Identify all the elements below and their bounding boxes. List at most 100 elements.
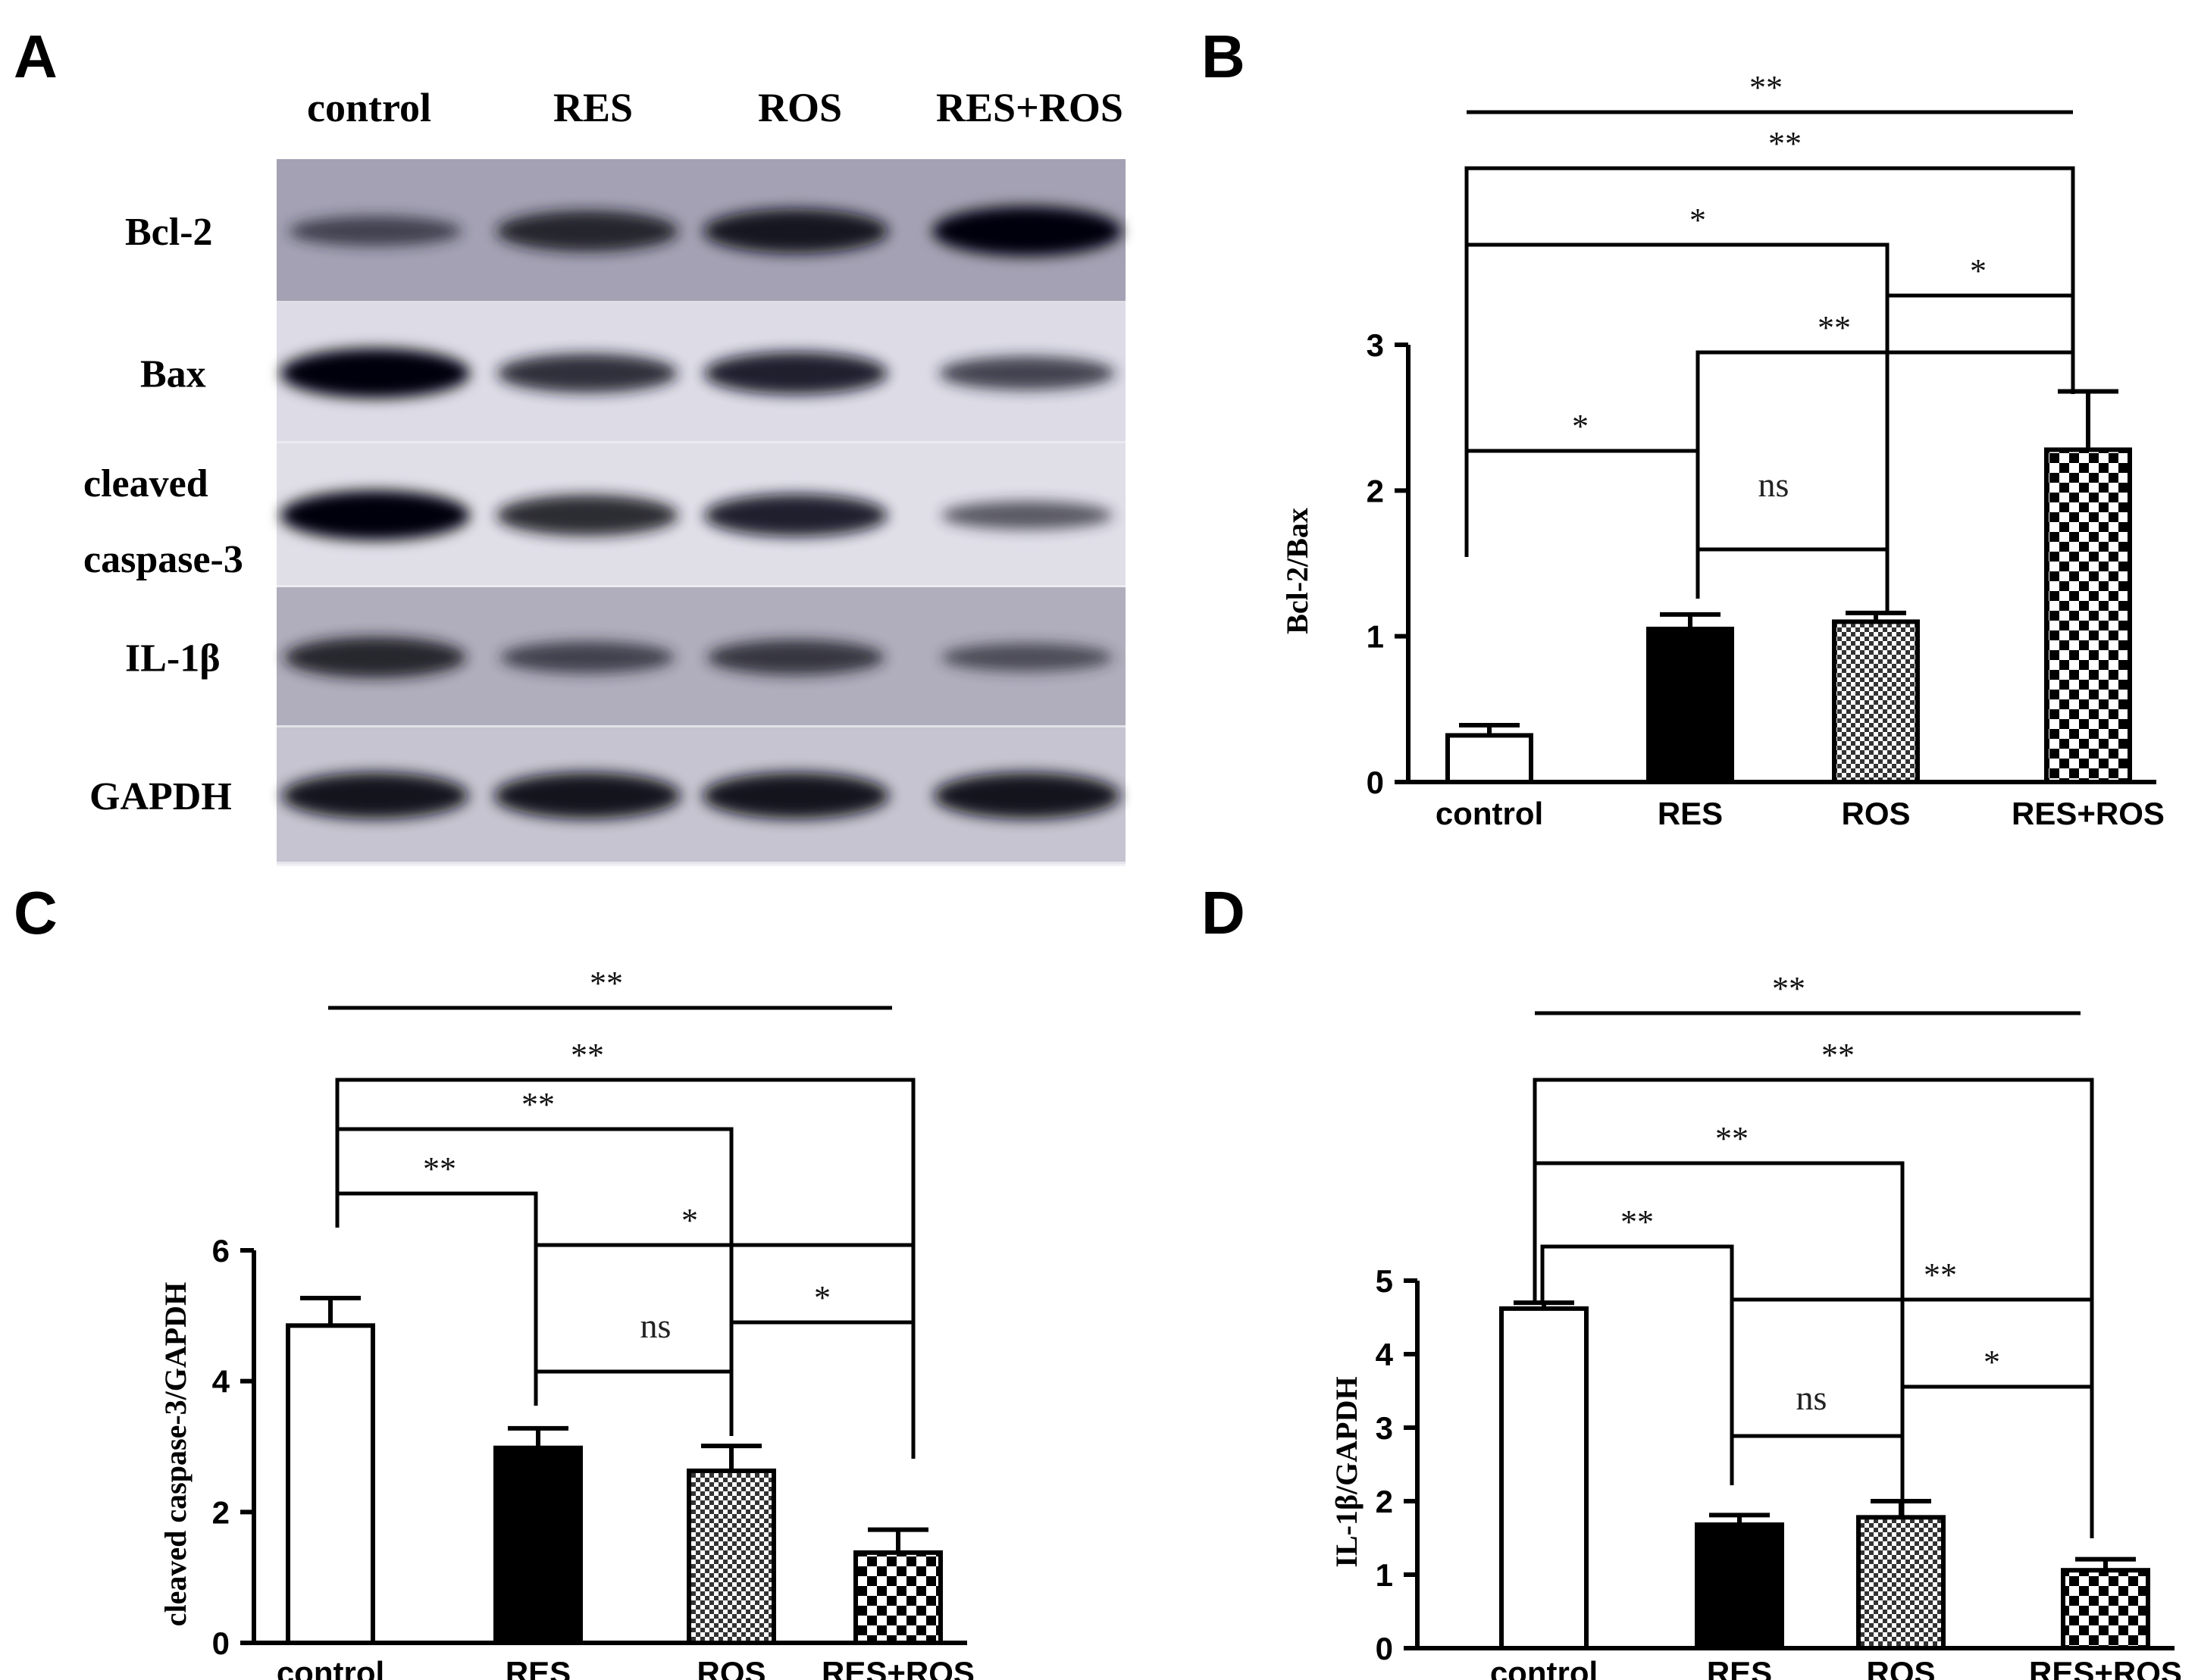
bar-res-ros [853, 1550, 943, 1646]
significance-star-label: ** [423, 1150, 456, 1187]
blot-row-label: GAPDH [89, 775, 232, 818]
x-category-label: RES [1658, 796, 1723, 831]
blot-lane-res: RES [553, 85, 633, 130]
y-axis-label: cleaved caspase-3/GAPDH [158, 1282, 193, 1626]
significance-bracket [1464, 449, 1700, 599]
y-tick-label: 4 [212, 1364, 230, 1400]
significance-bracket [729, 1320, 916, 1459]
blot-band [496, 211, 678, 252]
blot-band [289, 216, 462, 246]
y-tick-label: 2 [1376, 1484, 1393, 1519]
panel-label-c: C [14, 879, 58, 946]
significance-bracket [1533, 1078, 2094, 1538]
significance-star-label: * [814, 1279, 831, 1316]
blot-band [284, 637, 466, 678]
significance-star-label: ** [1620, 1203, 1654, 1240]
bar-ros [687, 1468, 776, 1646]
blot-band [939, 356, 1115, 390]
significance-star-label: ** [1818, 309, 1851, 346]
blot-band [704, 352, 888, 395]
blot-row-label: Bax [140, 353, 206, 396]
significance-bracket [1730, 1434, 1905, 1516]
blot-band [707, 640, 885, 675]
bar-ros [1856, 1515, 1946, 1650]
bar-res [1695, 1522, 1784, 1651]
significance-star-label: ** [1768, 125, 1802, 162]
x-category-label: RES+ROS [2029, 1655, 2182, 1680]
significance-bracket [1885, 293, 2075, 614]
y-tick-label: 1 [1376, 1557, 1393, 1593]
significance-star-label: ** [590, 965, 623, 1002]
blot-lane-ros: ROS [758, 85, 842, 130]
x-category-label: control [277, 1655, 384, 1680]
x-category-label: RES [506, 1655, 571, 1680]
significance-star-label: * [1689, 202, 1706, 239]
y-tick-label: 0 [212, 1625, 230, 1661]
blot-band [703, 208, 888, 254]
significance-star-label: ** [571, 1037, 604, 1074]
blot-band [496, 495, 678, 536]
bar-control [286, 1323, 375, 1645]
significance-star-label: * [681, 1202, 698, 1239]
bar-chart-cleaved-caspase3: 0 2 4 6 cleaved caspase-3/GAPDH control RES ROS… [158, 965, 975, 1680]
blot-band [941, 643, 1113, 672]
bar-control [1445, 733, 1533, 784]
blot-row-label: cleaved [83, 462, 208, 505]
y-axis-label: Bcl-2/Bax [1280, 508, 1314, 634]
significance-bracket [1464, 242, 1890, 614]
blot-lane-res-ros: RES+ROS [936, 85, 1123, 130]
blot-band [497, 353, 678, 393]
significance-star-label: ** [1772, 970, 1805, 1007]
blot-band [280, 348, 470, 399]
blot-strip-divider [277, 862, 1126, 866]
x-category-label: ROS [1841, 796, 1910, 831]
bar-res [1646, 627, 1734, 784]
significance-bracket [534, 1369, 734, 1436]
blot-row-label: Bcl-2 [125, 211, 213, 254]
significance-ns-label: ns [1758, 465, 1789, 504]
y-tick-label: 3 [1376, 1410, 1393, 1446]
panel-label-a: A [14, 23, 58, 90]
blot-band [704, 493, 888, 537]
panel-label-d: D [1201, 879, 1245, 946]
significance-star-label: * [1572, 408, 1589, 445]
significance-ns-label: ns [1796, 1378, 1827, 1417]
y-tick-label: 2 [1367, 473, 1384, 508]
x-category-label: ROS [697, 1655, 766, 1680]
significance-bracket [1533, 1161, 1905, 1516]
y-tick-label: 0 [1367, 765, 1384, 800]
y-tick-label: 2 [212, 1494, 230, 1530]
blot-lane-control: control [307, 85, 431, 130]
y-tick-label: 1 [1367, 619, 1384, 655]
y-tick-label: 5 [1376, 1263, 1393, 1299]
significance-bracket [335, 1078, 916, 1459]
significance-star-label: ** [1715, 1120, 1749, 1157]
significance-star-label: ** [1749, 69, 1783, 106]
panel-label-b: B [1201, 23, 1245, 90]
blot-band [280, 490, 470, 540]
bar-res-ros [2061, 1568, 2150, 1650]
western-blot: control RES ROS RES+ROS Bcl-2 Bax cleaved caspa… [83, 85, 1126, 866]
significance-ns-label: ns [640, 1306, 672, 1345]
significance-star-label: ** [1821, 1037, 1855, 1074]
blot-row-label: caspase-3 [83, 538, 243, 581]
significance-star-label: * [1970, 252, 1987, 289]
significance-star-label: ** [521, 1086, 555, 1123]
y-axis-label: IL-1β/GAPDH [1329, 1376, 1364, 1567]
x-category-label: ROS [1866, 1655, 1935, 1680]
blot-band [494, 772, 681, 819]
x-category-label: RES [1707, 1655, 1772, 1680]
significance-bracket [1695, 547, 1890, 614]
x-category-label: control [1436, 796, 1543, 831]
significance-bracket [534, 1243, 916, 1459]
bar-ros [1832, 619, 1920, 785]
y-tick-label: 0 [1376, 1631, 1393, 1666]
bar-res [493, 1445, 583, 1646]
bar-control [1499, 1306, 1589, 1650]
x-category-label: RES+ROS [2012, 796, 2165, 831]
blot-band [932, 206, 1122, 256]
blot-band [282, 772, 468, 819]
blot-row-label: IL-1β [125, 637, 221, 680]
